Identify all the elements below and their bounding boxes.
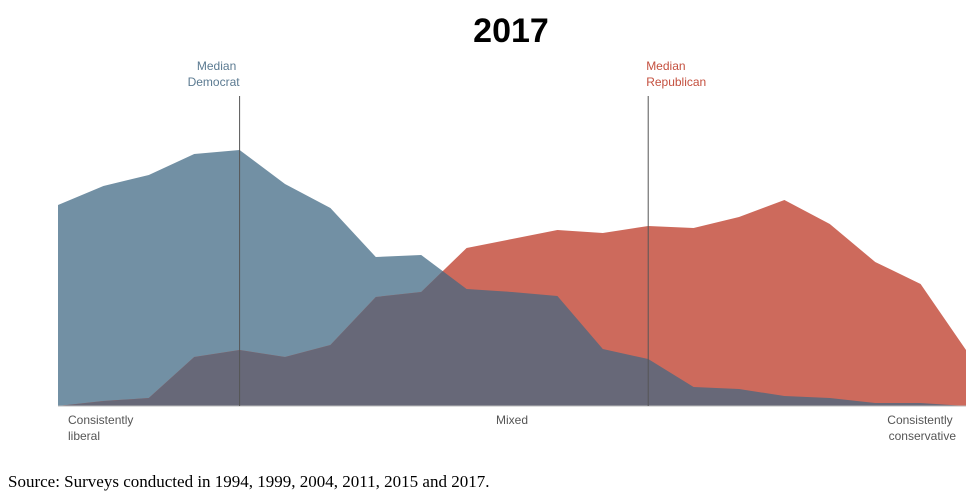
- chart-title: 2017: [473, 12, 549, 50]
- x-tick-label: Consistently conservative: [887, 413, 956, 443]
- x-tick-label: Consistently liberal: [68, 413, 137, 443]
- median-label: Median Republican: [646, 59, 706, 89]
- median-label: Median Democrat: [188, 59, 241, 89]
- area-democrat: [58, 150, 966, 406]
- chart: 2017 Consistently liberal Mixed Consistent…: [58, 12, 966, 443]
- x-tick-label: Mixed: [496, 413, 528, 427]
- source-note: Source: Surveys conducted in 1994, 1999,…: [8, 472, 490, 491]
